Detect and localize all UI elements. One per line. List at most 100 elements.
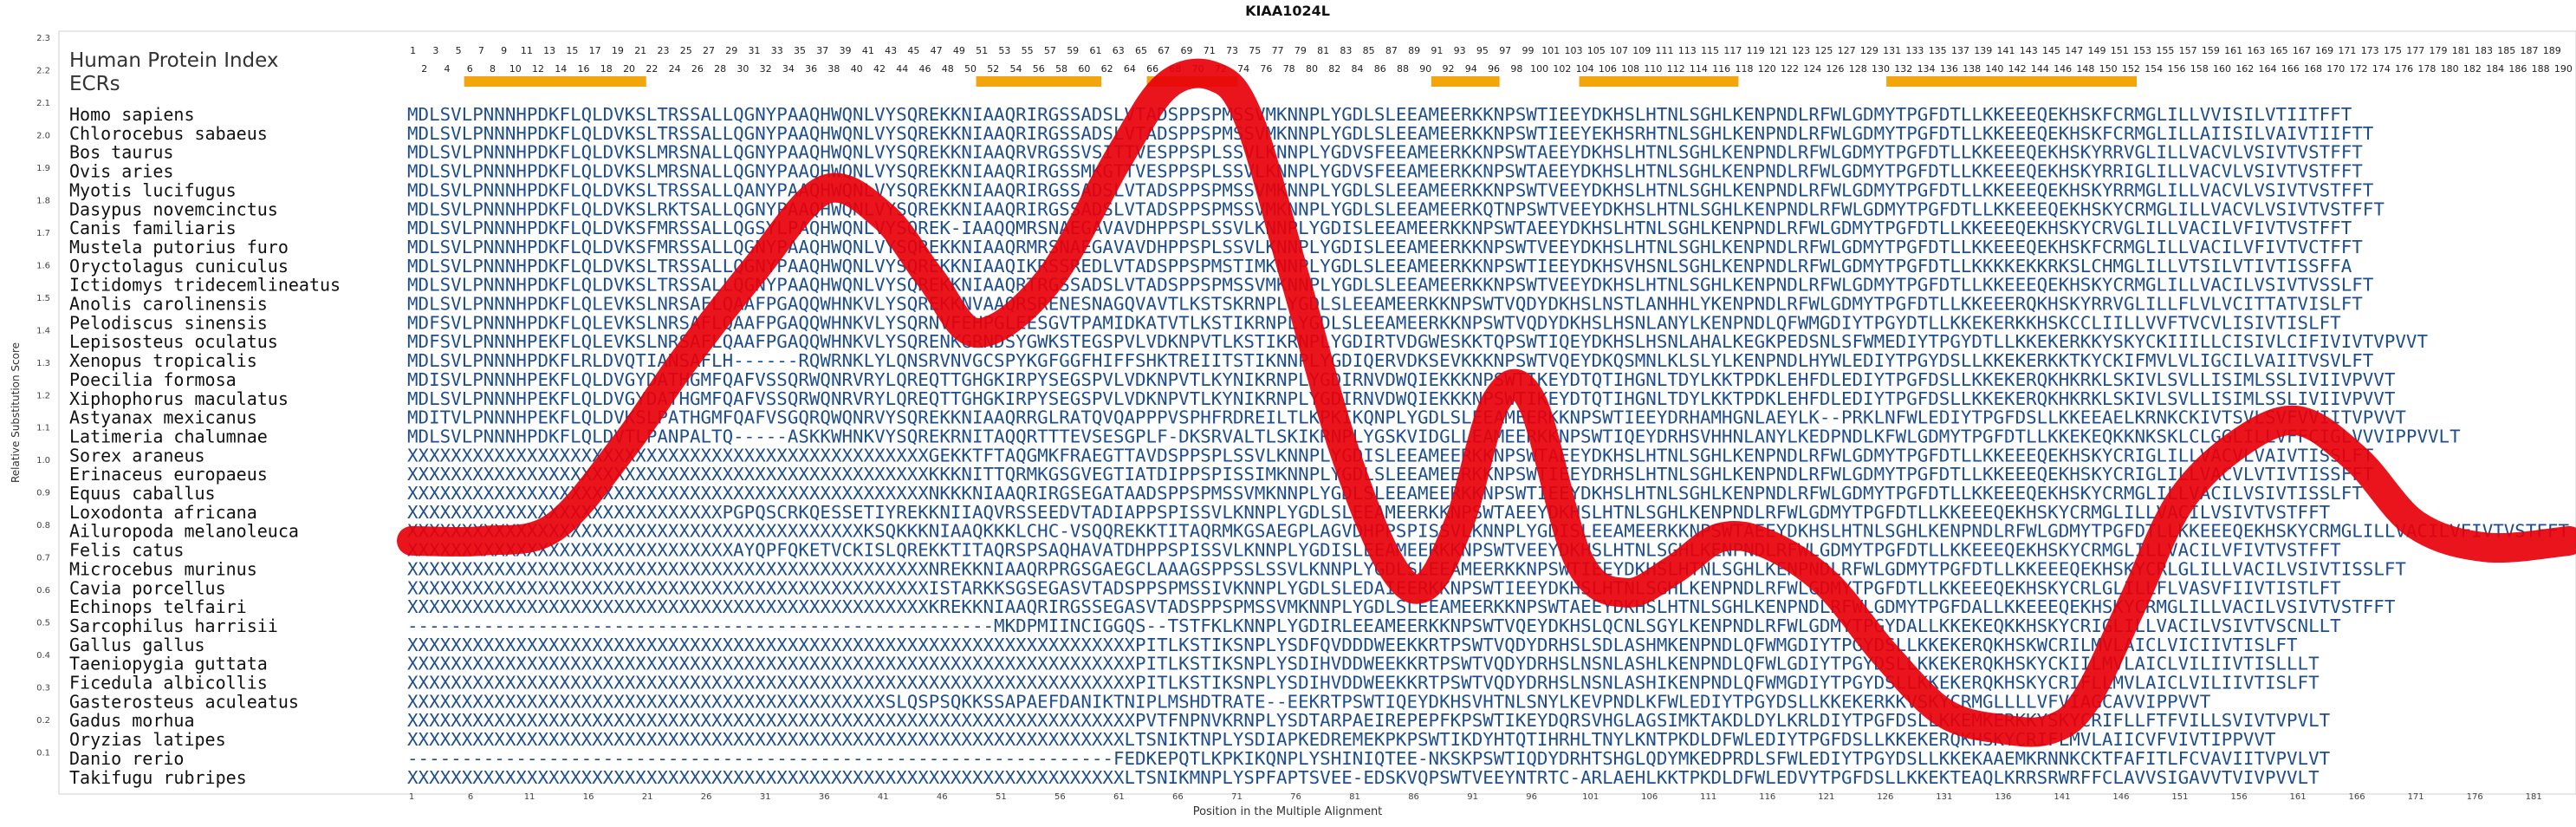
x-tick-label: 146 xyxy=(2112,792,2129,802)
index-number: 30 xyxy=(736,63,749,75)
species-name: Equus caballus xyxy=(69,483,216,504)
index-number: 65 xyxy=(1135,45,1147,56)
index-number: 24 xyxy=(669,63,681,75)
index-number: 162 xyxy=(2235,63,2254,75)
index-number: 168 xyxy=(2304,63,2322,75)
sequence-row: MDISVLPNNNHPEKFLQLDVGYDATHGMFQAFVSSQRWQN… xyxy=(407,369,2395,390)
sequence-row: MDLSVLPNNNHPDKFLRLDVQTIANSAFLH------RQWR… xyxy=(407,350,2373,371)
species-name: Echinops telfairi xyxy=(69,596,247,617)
x-tick-label: 81 xyxy=(1349,792,1360,802)
index-number: 139 xyxy=(1974,45,1992,56)
index-number: 49 xyxy=(953,45,965,56)
species-name: Lepisosteus oculatus xyxy=(69,331,278,352)
y-axis: 0.1 0.2 0.3 0.4 0.5 0.6 0.7 0.8 0.9 1.0 1.1 1.2 1.3 1… xyxy=(36,34,50,759)
index-number: 61 xyxy=(1089,45,1101,56)
index-number: 113 xyxy=(1678,45,1697,56)
index-number: 26 xyxy=(691,63,704,75)
x-tick-label: 141 xyxy=(2054,792,2070,802)
index-number: 32 xyxy=(760,63,772,75)
index-number: 173 xyxy=(2361,45,2379,56)
y-tick-label: 0.2 xyxy=(36,716,50,726)
index-number: 77 xyxy=(1272,45,1284,56)
index-number: 102 xyxy=(1553,63,1571,75)
sequence-row: MDLSVLPNNNHPDKFLQLDVKSLTRSSALLQGNYPAAQHW… xyxy=(407,104,2352,125)
index-number: 3 xyxy=(432,45,438,56)
x-tick-label: 181 xyxy=(2526,792,2542,802)
index-number: 190 xyxy=(2554,63,2573,75)
ecr-bar xyxy=(464,76,646,87)
x-tick-label: 61 xyxy=(1113,792,1125,802)
x-tick-label: 66 xyxy=(1172,792,1184,802)
x-tick-label: 41 xyxy=(878,792,889,802)
index-number: 175 xyxy=(2384,45,2402,56)
species-name: Gadus morhua xyxy=(69,710,195,731)
index-number: 144 xyxy=(2031,63,2049,75)
index-number: 67 xyxy=(1158,45,1170,56)
sequence-row: MDLSVLPNNNHPDKFLQLDVKSLTRSSALLQANYPAAQHW… xyxy=(407,179,2373,200)
species-name: Myotis lucifugus xyxy=(69,179,237,200)
sequence-row: MDLSVLPNNNHPEKFLQLDVGYDATHGMFQAFVSSQRWQN… xyxy=(407,388,2395,409)
x-tick-label: 156 xyxy=(2230,792,2247,802)
index-number: 151 xyxy=(2111,45,2129,56)
index-number: 11 xyxy=(521,45,533,56)
y-tick-label: 0.9 xyxy=(36,489,50,498)
index-number: 9 xyxy=(501,45,507,56)
index-number: 31 xyxy=(749,45,761,56)
index-number: 124 xyxy=(1803,63,1821,75)
index-number: 73 xyxy=(1226,45,1238,56)
species-name: Cavia porcellus xyxy=(69,577,226,598)
species-name: Gallus gallus xyxy=(69,635,205,655)
index-number: 5 xyxy=(456,45,462,56)
index-number: 4 xyxy=(444,63,450,75)
index-number: 53 xyxy=(998,45,1010,56)
index-number: 19 xyxy=(612,45,624,56)
y-tick-label: 1.9 xyxy=(36,164,50,173)
index-number: 60 xyxy=(1078,63,1090,75)
index-number: 185 xyxy=(2497,45,2515,56)
index-number: 165 xyxy=(2270,45,2288,56)
index-number: 96 xyxy=(1488,63,1500,75)
x-tick-label: 56 xyxy=(1054,792,1066,802)
index-number: 50 xyxy=(964,63,977,75)
index-number: 163 xyxy=(2247,45,2265,56)
index-number: 132 xyxy=(1894,63,1912,75)
index-number: 39 xyxy=(840,45,852,56)
index-number: 169 xyxy=(2315,45,2333,56)
index-number: 25 xyxy=(680,45,692,56)
index-number: 75 xyxy=(1249,45,1261,56)
species-name: Ictidomys tridecemlineatus xyxy=(69,275,341,296)
plot-frame xyxy=(58,30,2576,795)
index-number: 157 xyxy=(2179,45,2197,56)
species-name: Sarcophilus harrisii xyxy=(69,615,278,636)
index-number: 183 xyxy=(2475,45,2493,56)
index-number: 116 xyxy=(1712,63,1730,75)
index-number: 189 xyxy=(2543,45,2561,56)
index-number: 106 xyxy=(1599,63,1617,75)
ecr-bar xyxy=(976,76,1102,87)
x-tick-label: 116 xyxy=(1759,792,1775,802)
index-number: 14 xyxy=(555,63,567,75)
index-number: 13 xyxy=(543,45,555,56)
index-number: 166 xyxy=(2281,63,2300,75)
index-number: 186 xyxy=(2508,63,2527,75)
sequence-row: MDLSVLPNNNHPDKFLQLDVKSLRKTSALLQGNYPAAQHW… xyxy=(407,199,2385,219)
index-number: 103 xyxy=(1564,45,1582,56)
species-name: Ailuropoda melanoleuca xyxy=(69,521,299,542)
x-tick-label: 121 xyxy=(1818,792,1834,802)
index-number: 76 xyxy=(1260,63,1272,75)
index-number: 82 xyxy=(1328,63,1340,75)
index-number: 126 xyxy=(1827,63,1845,75)
sequence-row: MDFSVLPNNNHPEKFLQLEVKSLNRSAFLQAAFPGAQQWH… xyxy=(407,331,2428,352)
x-tick-label: 21 xyxy=(642,792,653,802)
sequence-row: ----------------------------------------… xyxy=(407,748,2330,769)
y-tick-label: 1.7 xyxy=(36,229,50,238)
y-tick-label: 0.4 xyxy=(36,651,50,661)
index-number: 128 xyxy=(1849,63,1867,75)
index-number: 145 xyxy=(2042,45,2060,56)
index-number: 66 xyxy=(1146,63,1158,75)
sequence-row: XXXXXXXXXXXXXXXXXXXXXXXXXXXXXXXXXXXXXXXX… xyxy=(407,673,2320,694)
index-number: 45 xyxy=(907,45,919,56)
y-tick-label: 1.4 xyxy=(36,326,50,335)
index-number: 117 xyxy=(1723,45,1742,56)
